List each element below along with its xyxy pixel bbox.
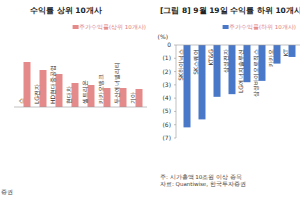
legend-label: 주가수익률(하위 10개사) — [229, 24, 296, 30]
bar — [120, 88, 127, 107]
baseline — [176, 45, 300, 46]
y-tick-label: (7) — [163, 134, 172, 141]
bar — [229, 45, 236, 94]
category-label: SK스퀘어 — [192, 49, 199, 75]
note: 주: 시가총액 10조원 이상 종목 — [160, 174, 242, 180]
bar — [136, 89, 143, 107]
baseline — [14, 107, 147, 108]
category-label: LG에너지솔루션 — [237, 49, 244, 93]
category-label: 두산에너빌리티 — [113, 62, 120, 104]
legend-label: 주가수익률(상위 10개사) — [79, 24, 146, 30]
category-label: 스 — [17, 98, 24, 104]
category-label: KT — [282, 49, 289, 56]
y-tick-label: (2) — [163, 68, 172, 75]
y-tick-label: (3) — [163, 81, 172, 88]
y-tick-label: (4) — [163, 94, 172, 101]
bars — [184, 45, 296, 127]
category-label: KT&G — [207, 49, 214, 66]
chart: [그림 8] 9월 19일 수익률 하위 10개사주가수익률(하위 10개사) 0… — [158, 6, 300, 187]
note: 자료: Quantiwise, 한국투자증권 — [160, 181, 246, 187]
y-axis-label: (%) — [158, 33, 168, 40]
bar — [199, 45, 206, 119]
category-label: 카카오 — [267, 49, 274, 67]
bars — [24, 62, 143, 107]
bar — [289, 45, 296, 57]
category-label: HD현대중공업 — [49, 65, 56, 104]
bar — [184, 45, 191, 127]
category-label: 카카오뱅크 — [97, 74, 104, 104]
bar — [214, 45, 221, 97]
bar — [274, 45, 281, 64]
category-label: 삼성전자 — [222, 49, 229, 73]
legend-swatch — [73, 25, 79, 29]
title: 수익률 상위 10개사 — [30, 6, 102, 15]
category-label: LG전자 — [33, 84, 40, 104]
legend-swatch — [223, 25, 229, 29]
category-label: 삼성바이오로직스 — [252, 49, 259, 97]
y-tick-label: 0 — [167, 41, 171, 48]
bar — [24, 62, 31, 107]
figure: 수익률 상위 10개사주가수익률(상위 10개사) 스 LG전자 HD현대중공업현대차… — [0, 0, 300, 200]
y-tick-label: (5) — [163, 107, 172, 114]
category-label: 기아 — [129, 92, 136, 104]
category-label: 셀트리온 — [81, 80, 88, 104]
bar — [72, 83, 79, 107]
bar — [104, 88, 111, 107]
bar — [244, 45, 251, 82]
bar — [259, 45, 266, 81]
title: [그림 8] 9월 19일 수익률 하위 10개사 — [160, 6, 300, 15]
bar — [88, 85, 95, 107]
category-label: SK하이닉스 — [177, 49, 184, 81]
y-tick-label: (6) — [163, 121, 172, 128]
bar — [56, 74, 63, 107]
bar — [40, 70, 47, 107]
note: 증권 — [1, 189, 13, 195]
chart: 수익률 상위 10개사주가수익률(상위 10개사) 스 LG전자 HD현대중공업현대차… — [1, 6, 147, 195]
y-tick-label: (1) — [163, 54, 172, 61]
category-label: 현대차 — [65, 86, 72, 104]
